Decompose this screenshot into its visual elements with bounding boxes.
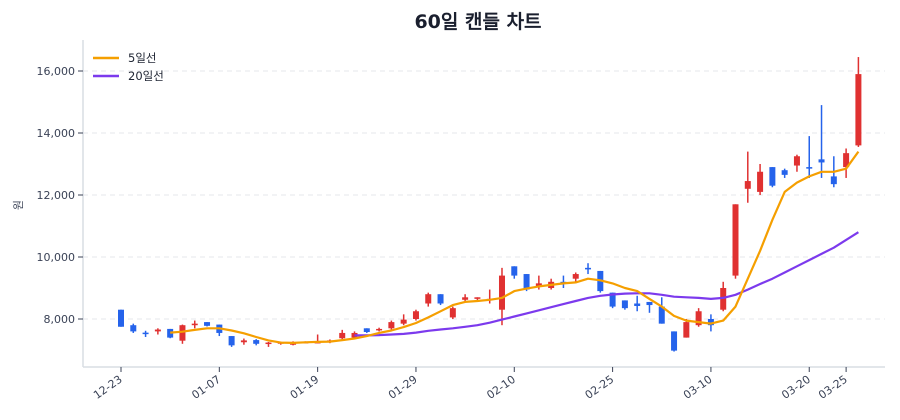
legend-label-ma5: 5일선: [128, 51, 156, 65]
candle: [585, 263, 592, 275]
x-tick-label: 01-07: [189, 373, 223, 402]
chart-title: 60일 캔들 차트: [414, 11, 541, 33]
candle: [228, 336, 235, 347]
x-tick-label: 02-10: [484, 373, 518, 402]
y-tick-label: 16,000: [37, 65, 76, 78]
candle: [757, 164, 764, 195]
x-axis: 12-23 01-07 01-19 01-29 02-10 02-25 03-10 03-20…: [83, 366, 885, 402]
x-tick-label: 03-10: [681, 373, 715, 402]
candle: [216, 324, 223, 337]
candle: [671, 331, 678, 352]
candle: [793, 154, 800, 172]
candle: [240, 338, 247, 345]
candle: [818, 105, 825, 178]
candle: [683, 319, 690, 338]
candles: [118, 57, 862, 352]
candle: [425, 292, 432, 307]
candle: [843, 148, 850, 178]
candle: [265, 341, 272, 347]
candle: [621, 300, 628, 310]
candle: [154, 328, 161, 335]
candle: [769, 167, 776, 188]
candle: [339, 329, 346, 341]
candle: [412, 309, 419, 321]
x-tick-label: 01-19: [288, 373, 322, 402]
candle: [449, 306, 456, 319]
candle: [400, 314, 407, 326]
x-tick-label: 01-29: [386, 373, 420, 402]
legend-label-ma20: 20일선: [128, 69, 164, 83]
candle: [560, 275, 567, 288]
x-tick-label: 03-25: [816, 373, 850, 402]
y-axis-label: 원: [12, 200, 25, 210]
candle: [437, 294, 444, 306]
x-tick-label: 03-20: [779, 373, 813, 402]
candle: [191, 320, 198, 329]
candle: [462, 294, 469, 302]
y-tick-label: 8,000: [44, 313, 76, 326]
candle: [855, 57, 862, 147]
candle: [744, 151, 751, 203]
legend: 5일선 20일선: [93, 51, 164, 83]
candle: [167, 328, 174, 339]
candle: [498, 267, 505, 326]
y-tick-label: 10,000: [37, 251, 76, 264]
x-tick-label: 02-25: [583, 373, 617, 402]
y-gridlines: [83, 70, 885, 320]
y-tick-label: 12,000: [37, 189, 76, 202]
candle: [388, 320, 395, 330]
candle: [658, 297, 665, 324]
candle: [634, 295, 641, 312]
candle: [130, 323, 137, 333]
candle: [376, 327, 383, 332]
candle: [118, 309, 124, 327]
candle: [486, 289, 493, 304]
candle: [142, 330, 149, 337]
candle: [179, 324, 186, 344]
candle: [204, 322, 211, 327]
ma5-line: [170, 150, 860, 344]
candle: [646, 301, 653, 313]
candle: [781, 168, 788, 178]
candle: [363, 328, 370, 333]
candle: [253, 339, 260, 346]
x-tick-label: 12-23: [91, 373, 125, 402]
ma20-line: [354, 231, 859, 337]
candle: [572, 272, 579, 282]
y-axis: 8,000 10,000 12,000 14,000 16,000: [37, 40, 84, 367]
candle: [806, 136, 813, 178]
candle: [732, 204, 739, 279]
y-tick-label: 14,000: [37, 127, 76, 140]
candle: [695, 308, 702, 327]
candle: [511, 266, 518, 279]
